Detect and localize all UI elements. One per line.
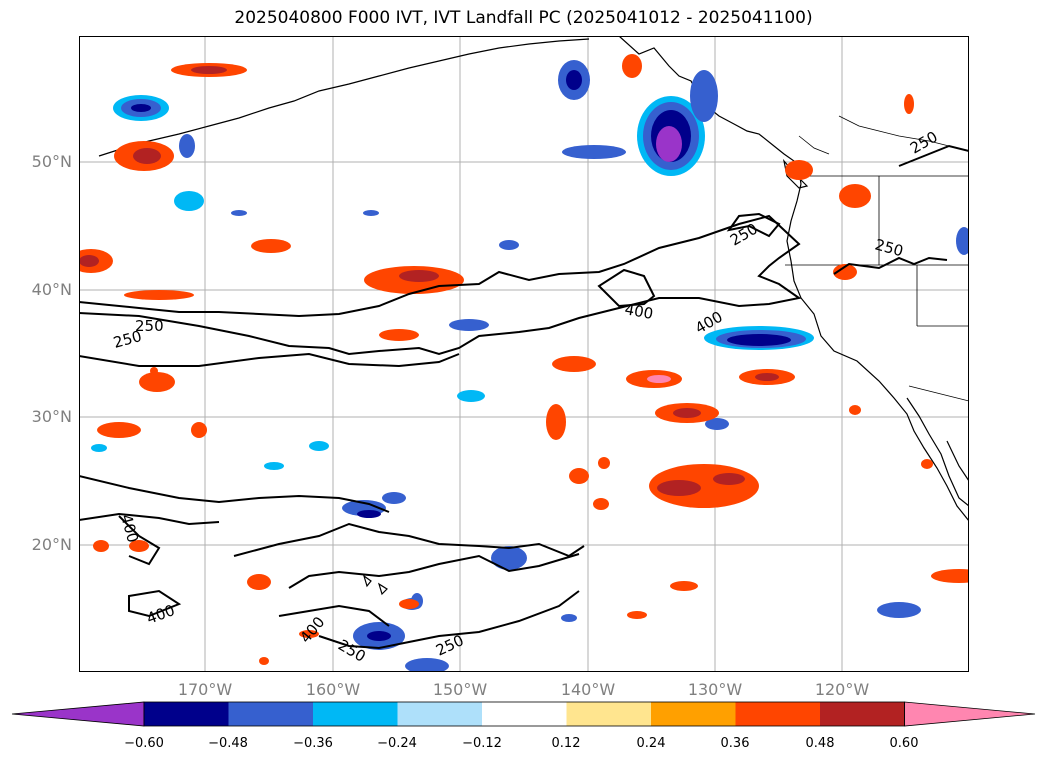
lon-label: 170°W	[177, 680, 233, 699]
lon-label: 160°W	[305, 680, 361, 699]
map-title: 2025040800 F000 IVT, IVT Landfall PC (20…	[234, 8, 813, 28]
colorbar-tick: −0.12	[462, 736, 502, 751]
map-border	[79, 36, 969, 672]
colorbar-cell	[566, 702, 651, 726]
colorbar-cell	[735, 702, 820, 726]
positive-anomalies	[79, 54, 969, 665]
colorbar-cell	[397, 702, 482, 726]
colorbar-tick: −0.48	[208, 736, 248, 751]
colorbar-cell	[313, 702, 398, 726]
colorbar-tick: −0.24	[377, 736, 417, 751]
lon-label: 130°W	[687, 680, 743, 699]
colorbar-cell	[820, 702, 905, 726]
negative-anomalies	[91, 60, 969, 672]
colorbar-tick: 0.48	[805, 736, 835, 751]
lon-label: 140°W	[560, 680, 616, 699]
contour-labels: 250 250 250 250 250 250 250 400 400 400 …	[111, 128, 940, 666]
state-borders	[785, 115, 969, 402]
colorbar-tick: 0.60	[889, 736, 919, 751]
colorbar-cell	[144, 702, 229, 726]
colorbar-tick: 0.36	[720, 736, 750, 751]
map-panel: 250 250 250 250 250 250 250 400 400 400 …	[79, 36, 969, 672]
contour-label: 400	[117, 512, 142, 544]
colorbar-tick: −0.36	[293, 736, 333, 751]
contour-label: 250	[111, 327, 143, 352]
colorbar-tick: 0.12	[551, 736, 581, 751]
colorbar-border	[143, 701, 905, 727]
ivt-contours	[79, 144, 969, 650]
colorbar-cell	[904, 701, 1036, 727]
colorbar-cell	[228, 702, 313, 726]
colorbar-cell	[11, 701, 145, 727]
colorbar-cell	[482, 702, 567, 726]
lat-label: 40°N	[31, 280, 72, 299]
contour-label: 250	[907, 128, 941, 158]
contour-label: 250	[135, 317, 164, 335]
lat-label: 50°N	[31, 152, 72, 171]
colorbar-tick: −0.60	[124, 736, 164, 751]
lat-label: 30°N	[31, 407, 72, 426]
contour-label: 250	[873, 235, 905, 260]
lon-label: 150°W	[432, 680, 488, 699]
contour-label: 400	[296, 613, 328, 647]
coastline	[98, 36, 969, 596]
contour-label: 400	[623, 300, 654, 323]
colorbar-cell	[651, 702, 736, 726]
colorbar	[11, 701, 1036, 727]
colorbar-tick: 0.24	[636, 736, 666, 751]
lon-label: 120°W	[814, 680, 870, 699]
gridlines	[79, 36, 969, 672]
lat-label: 20°N	[31, 535, 72, 554]
contour-label: 400	[144, 601, 177, 628]
